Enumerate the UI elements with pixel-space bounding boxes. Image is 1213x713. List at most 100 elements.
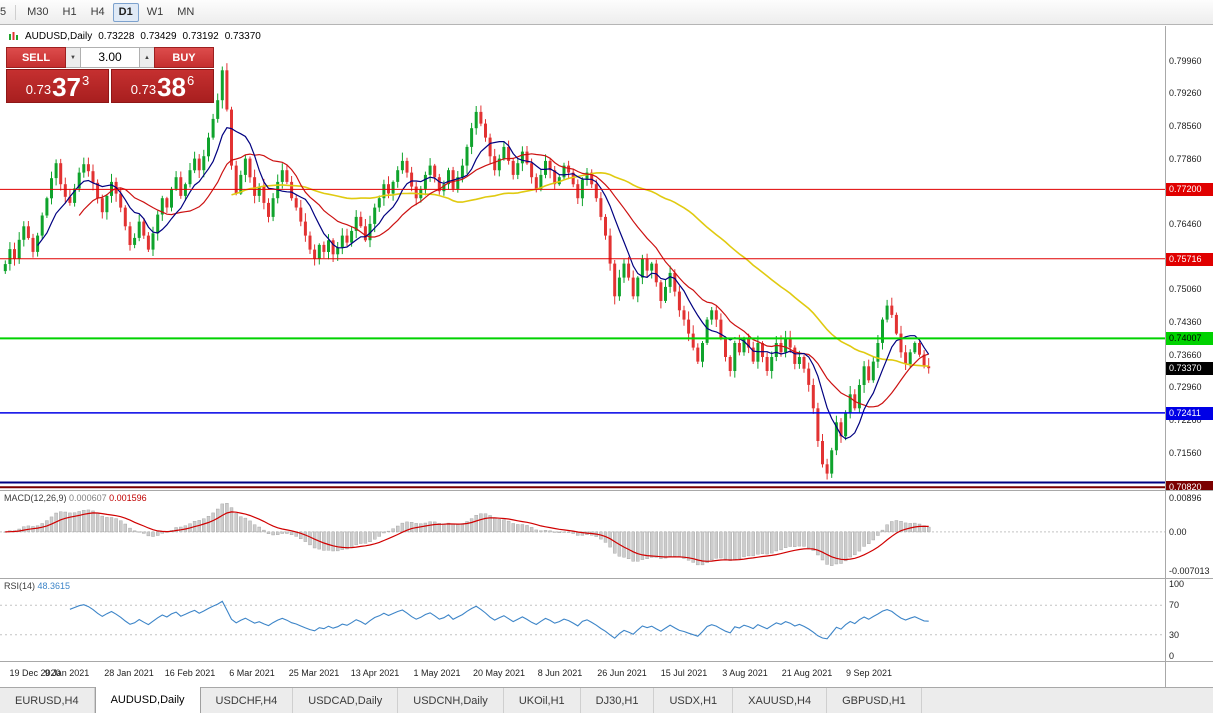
chart-tab-xauusd-h4[interactable]: XAUUSD,H4	[733, 688, 828, 713]
chart-tab-ukoil-h1[interactable]: UKOil,H1	[504, 688, 581, 713]
price-axis-label: 0.73660	[1169, 350, 1202, 360]
rsi-label: RSI(14) 48.3615	[4, 581, 70, 591]
chart-ohlc-info: AUDUSD,Daily 0.73228 0.73429 0.73192 0.7…	[8, 31, 261, 42]
one-click-trading-panel: SELL ▼ 3.00 ▲ BUY 0.73 37 3 0.73 38 6	[6, 47, 214, 103]
macd-signal-value: 0.001596	[109, 493, 147, 503]
rsi-name: RSI(14)	[4, 581, 36, 591]
current-price-badge: 0.73370	[1166, 362, 1213, 375]
date-axis-label: 21 Aug 2021	[781, 668, 833, 678]
date-axis-label: 3 Aug 2021	[722, 668, 768, 678]
price-axis-label: 0.76460	[1169, 219, 1202, 229]
rsi-axis-label: 0	[1169, 651, 1175, 661]
price-line-badge: 0.74007	[1166, 332, 1213, 345]
volume-input[interactable]: 3.00	[80, 47, 140, 68]
date-axis[interactable]: 19 Dec 2020 9 Jan 2021 28 Jan 2021 16 Feb 2…	[0, 662, 1165, 687]
macd-indicator-panel[interactable]: MACD(12,26,9) 0.000607 0.001596	[0, 491, 1165, 578]
timeframe-button-m30[interactable]: M30	[21, 3, 54, 22]
price-axis[interactable]: 0.799600.792600.785600.778600.771600.764…	[1166, 26, 1213, 490]
sell-price-box[interactable]: 0.73 37 3	[6, 69, 109, 103]
chart-tab-usdchf-h4[interactable]: USDCHF,H4	[201, 688, 294, 713]
date-axis-label: 16 Feb 2021	[164, 668, 216, 678]
price-line-badge: 0.77200	[1166, 183, 1213, 196]
symbol-period-label: AUDUSD,Daily	[25, 31, 93, 42]
price-axis-label: 0.77860	[1169, 154, 1202, 164]
chart-tab-eurusd-h4[interactable]: EURUSD,H4	[0, 688, 95, 713]
triangle-up-icon: ▲	[144, 54, 150, 61]
timeframe-button-5[interactable]: 5	[0, 3, 10, 22]
buy-price-prefix: 0.73	[130, 82, 157, 97]
rsi-chart[interactable]	[0, 579, 1165, 661]
chart-icon	[9, 32, 18, 40]
buy-price-pip: 6	[187, 73, 195, 88]
chart-tab-dj30-h1[interactable]: DJ30,H1	[581, 688, 655, 713]
panel-separator	[0, 490, 1213, 491]
price-axis-label: 0.79260	[1169, 88, 1202, 98]
timeframe-button-mn[interactable]: MN	[171, 3, 200, 22]
rsi-axis-label: 70	[1169, 600, 1180, 610]
date-axis-label: 28 Jan 2021	[104, 668, 154, 678]
axis-separator	[1165, 26, 1166, 687]
date-axis-label: 8 Jun 2021	[537, 668, 583, 678]
date-axis-label: 26 Jun 2021	[597, 668, 647, 678]
chart-tab-usdx-h1[interactable]: USDX,H1	[654, 688, 734, 713]
trade-prices-row: 0.73 37 3 0.73 38 6	[6, 69, 214, 103]
macd-name: MACD(12,26,9)	[4, 493, 67, 503]
date-axis-label: 20 May 2021	[472, 668, 526, 678]
rsi-indicator-panel[interactable]: RSI(14) 48.3615	[0, 579, 1165, 661]
timeframe-button-h4[interactable]: H4	[85, 3, 111, 22]
volume-decrease-button[interactable]: ▼	[66, 47, 80, 68]
price-axis-label: 0.78560	[1169, 121, 1202, 131]
rsi-axis-label: 30	[1169, 630, 1180, 640]
date-axis-label: 6 Mar 2021	[229, 668, 275, 678]
date-axis-label: 13 Apr 2021	[350, 668, 400, 678]
price-axis-label: 0.72960	[1169, 382, 1202, 392]
price-line-badge: 0.75716	[1166, 253, 1213, 266]
rsi-value: 48.3615	[37, 581, 71, 591]
low-value: 0.73192	[182, 31, 219, 42]
buy-price-box[interactable]: 0.73 38 6	[111, 69, 214, 103]
panel-separator	[0, 687, 1213, 688]
chart-tab-usdcad-daily[interactable]: USDCAD,Daily	[293, 688, 399, 713]
macd-main-value: 0.000607	[69, 493, 107, 503]
chart-tab-usdcnh-daily[interactable]: USDCNH,Daily	[398, 688, 504, 713]
timeframe-button-d1[interactable]: D1	[112, 2, 139, 22]
trade-controls-row: SELL ▼ 3.00 ▲ BUY	[6, 47, 214, 68]
price-line-badge: 0.72411	[1166, 407, 1213, 420]
rsi-axis[interactable]: 100 70 30 0	[1166, 579, 1213, 661]
date-axis-label: 9 Sep 2021	[845, 668, 893, 678]
price-axis-label: 0.72260	[1169, 415, 1202, 425]
price-axis-label: 0.74360	[1169, 317, 1202, 327]
price-chart-panel[interactable]: AUDUSD,Daily 0.73228 0.73429 0.73192 0.7…	[0, 26, 1165, 490]
macd-axis-label: 0.00896	[1169, 493, 1202, 503]
macd-chart[interactable]	[0, 491, 1165, 578]
macd-axis[interactable]: 0.00896 0.00 -0.007013	[1166, 491, 1213, 578]
timeframe-button-h1[interactable]: H1	[57, 3, 83, 22]
date-axis-label: 1 May 2021	[413, 668, 461, 678]
price-axis-label: 0.75060	[1169, 284, 1202, 294]
volume-increase-button[interactable]: ▲	[140, 47, 154, 68]
toolbar-separator	[15, 4, 17, 20]
chart-tab-bar: EURUSD,H4 AUDUSD,Daily USDCHF,H4 USDCAD,Dai…	[0, 687, 1213, 713]
open-value: 0.73228	[98, 31, 135, 42]
sell-button[interactable]: SELL	[6, 47, 66, 68]
price-axis-label: 0.79960	[1169, 56, 1202, 66]
timeframe-toolbar: 5 M30 H1 H4 D1 W1 MN	[0, 0, 1213, 25]
macd-axis-label: 0.00	[1169, 527, 1187, 537]
chart-tab-audusd-daily[interactable]: AUDUSD,Daily	[94, 687, 201, 713]
date-axis-label: 25 Mar 2021	[288, 668, 340, 678]
buy-price-big-digits: 38	[157, 72, 186, 102]
close-value: 0.73370	[224, 31, 261, 42]
timeframe-button-w1[interactable]: W1	[141, 3, 170, 22]
sell-price-prefix: 0.73	[25, 82, 52, 97]
buy-button[interactable]: BUY	[154, 47, 214, 68]
triangle-down-icon: ▼	[70, 54, 76, 61]
panel-separator	[0, 661, 1213, 662]
price-chart[interactable]	[0, 26, 1165, 490]
chart-tab-gbpusd-h1[interactable]: GBPUSD,H1	[827, 688, 922, 713]
date-axis-label: 15 Jul 2021	[660, 668, 708, 678]
sell-price-pip: 3	[82, 73, 90, 88]
panel-separator	[0, 578, 1213, 579]
price-line-badge: 0.70820	[1166, 481, 1213, 490]
date-axis-label: 9 Jan 2021	[44, 668, 90, 678]
